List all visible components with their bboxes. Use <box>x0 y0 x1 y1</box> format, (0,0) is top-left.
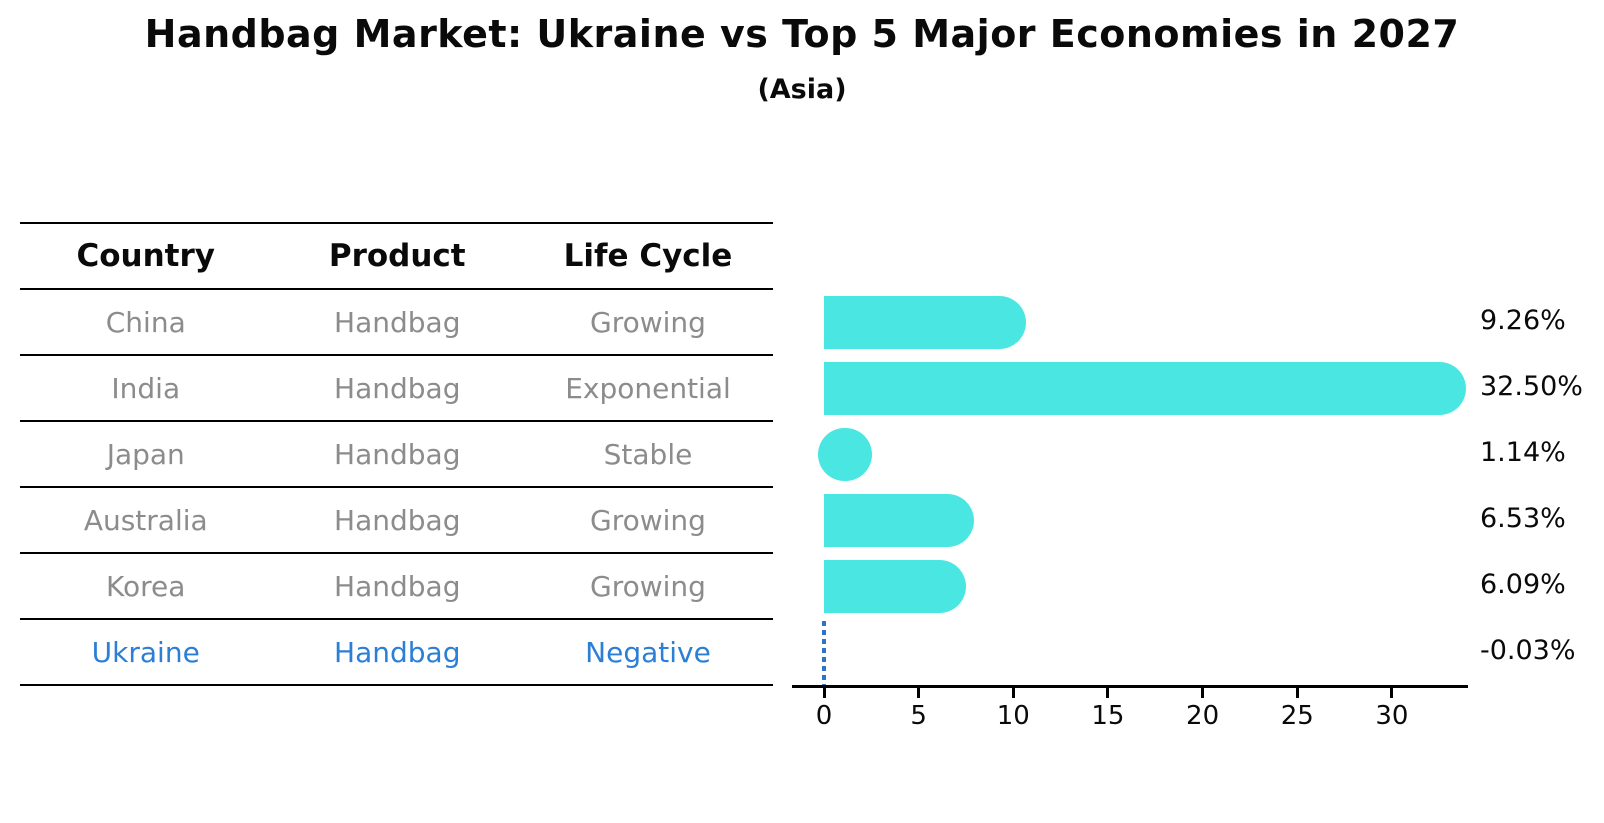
chart-subtitle: (Asia) <box>757 74 847 105</box>
table-row-japan: Japan Handbag Stable <box>20 422 773 488</box>
x-tick-label: 5 <box>910 701 927 731</box>
x-tick-mark <box>822 688 826 698</box>
cell-country: Japan <box>106 437 185 471</box>
bar-australia <box>824 493 975 547</box>
value-label-japan: 1.14% <box>1480 437 1566 468</box>
table-body: China Handbag Growing India Handbag Exponenti… <box>20 290 773 686</box>
x-tick-label: 20 <box>1186 701 1220 731</box>
cell-life-cycle: Exponential <box>565 371 731 405</box>
dashed-marker-ukraine <box>822 621 826 685</box>
cell-life-cycle: Growing <box>590 503 706 537</box>
cell-country: Australia <box>83 503 208 537</box>
cell-country: Ukraine <box>91 635 200 669</box>
table-row-ukraine: Ukraine Handbag Negative <box>20 620 773 686</box>
bar-korea <box>824 559 966 613</box>
x-tick-label: 15 <box>1091 701 1125 731</box>
chart-title: Handbag Market: Ukraine vs Top 5 Major E… <box>144 12 1460 56</box>
cell-product: Handbag <box>334 437 461 471</box>
table-row-india: India Handbag Exponential <box>20 356 773 422</box>
cell-product: Handbag <box>334 371 461 405</box>
x-tick-mark <box>917 688 921 698</box>
cell-life-cycle: Negative <box>585 635 711 669</box>
x-axis-line <box>792 685 1468 688</box>
cell-product: Handbag <box>334 305 461 339</box>
value-label-india: 32.50% <box>1480 371 1583 402</box>
cell-country: India <box>111 371 181 405</box>
column-header-lifecycle: Life Cycle <box>563 238 733 274</box>
x-tick-label: 0 <box>815 701 833 731</box>
value-label-australia: 6.53% <box>1480 503 1566 534</box>
bar-india <box>824 361 1466 415</box>
value-label-ukraine: -0.03% <box>1480 635 1576 666</box>
cell-product: Handbag <box>334 569 461 603</box>
x-tick-mark <box>1295 688 1299 698</box>
country-table: Country Product Life Cycle China Handbag G… <box>20 222 773 686</box>
cell-life-cycle: Growing <box>590 305 706 339</box>
cell-life-cycle: Growing <box>590 569 706 603</box>
cell-product: Handbag <box>334 503 461 537</box>
cell-life-cycle: Stable <box>603 437 693 471</box>
x-tick-label: 30 <box>1375 701 1409 731</box>
value-label-korea: 6.09% <box>1480 569 1566 600</box>
bar-japan <box>818 427 872 481</box>
bar-chart: 0 5 10 15 20 25 30 <box>792 222 1468 731</box>
x-tick-mark <box>1390 688 1394 698</box>
x-tick-mark <box>1106 688 1110 698</box>
x-tick-label: 10 <box>996 701 1030 731</box>
cell-country: Korea <box>106 569 186 603</box>
cell-product: Handbag <box>334 635 461 669</box>
table-row-korea: Korea Handbag Growing <box>20 554 773 620</box>
bar-china <box>824 295 1026 349</box>
cell-country: China <box>105 305 186 339</box>
table-header-row: Country Product Life Cycle <box>20 224 773 290</box>
column-header-product: Product <box>328 238 466 274</box>
column-header-country: Country <box>76 238 215 274</box>
table-row-china: China Handbag Growing <box>20 290 773 356</box>
value-label-china: 9.26% <box>1480 305 1566 336</box>
x-tick-label: 25 <box>1280 701 1314 731</box>
x-tick-mark <box>1011 688 1015 698</box>
x-tick-mark <box>1201 688 1205 698</box>
table-row-australia: Australia Handbag Growing <box>20 488 773 554</box>
